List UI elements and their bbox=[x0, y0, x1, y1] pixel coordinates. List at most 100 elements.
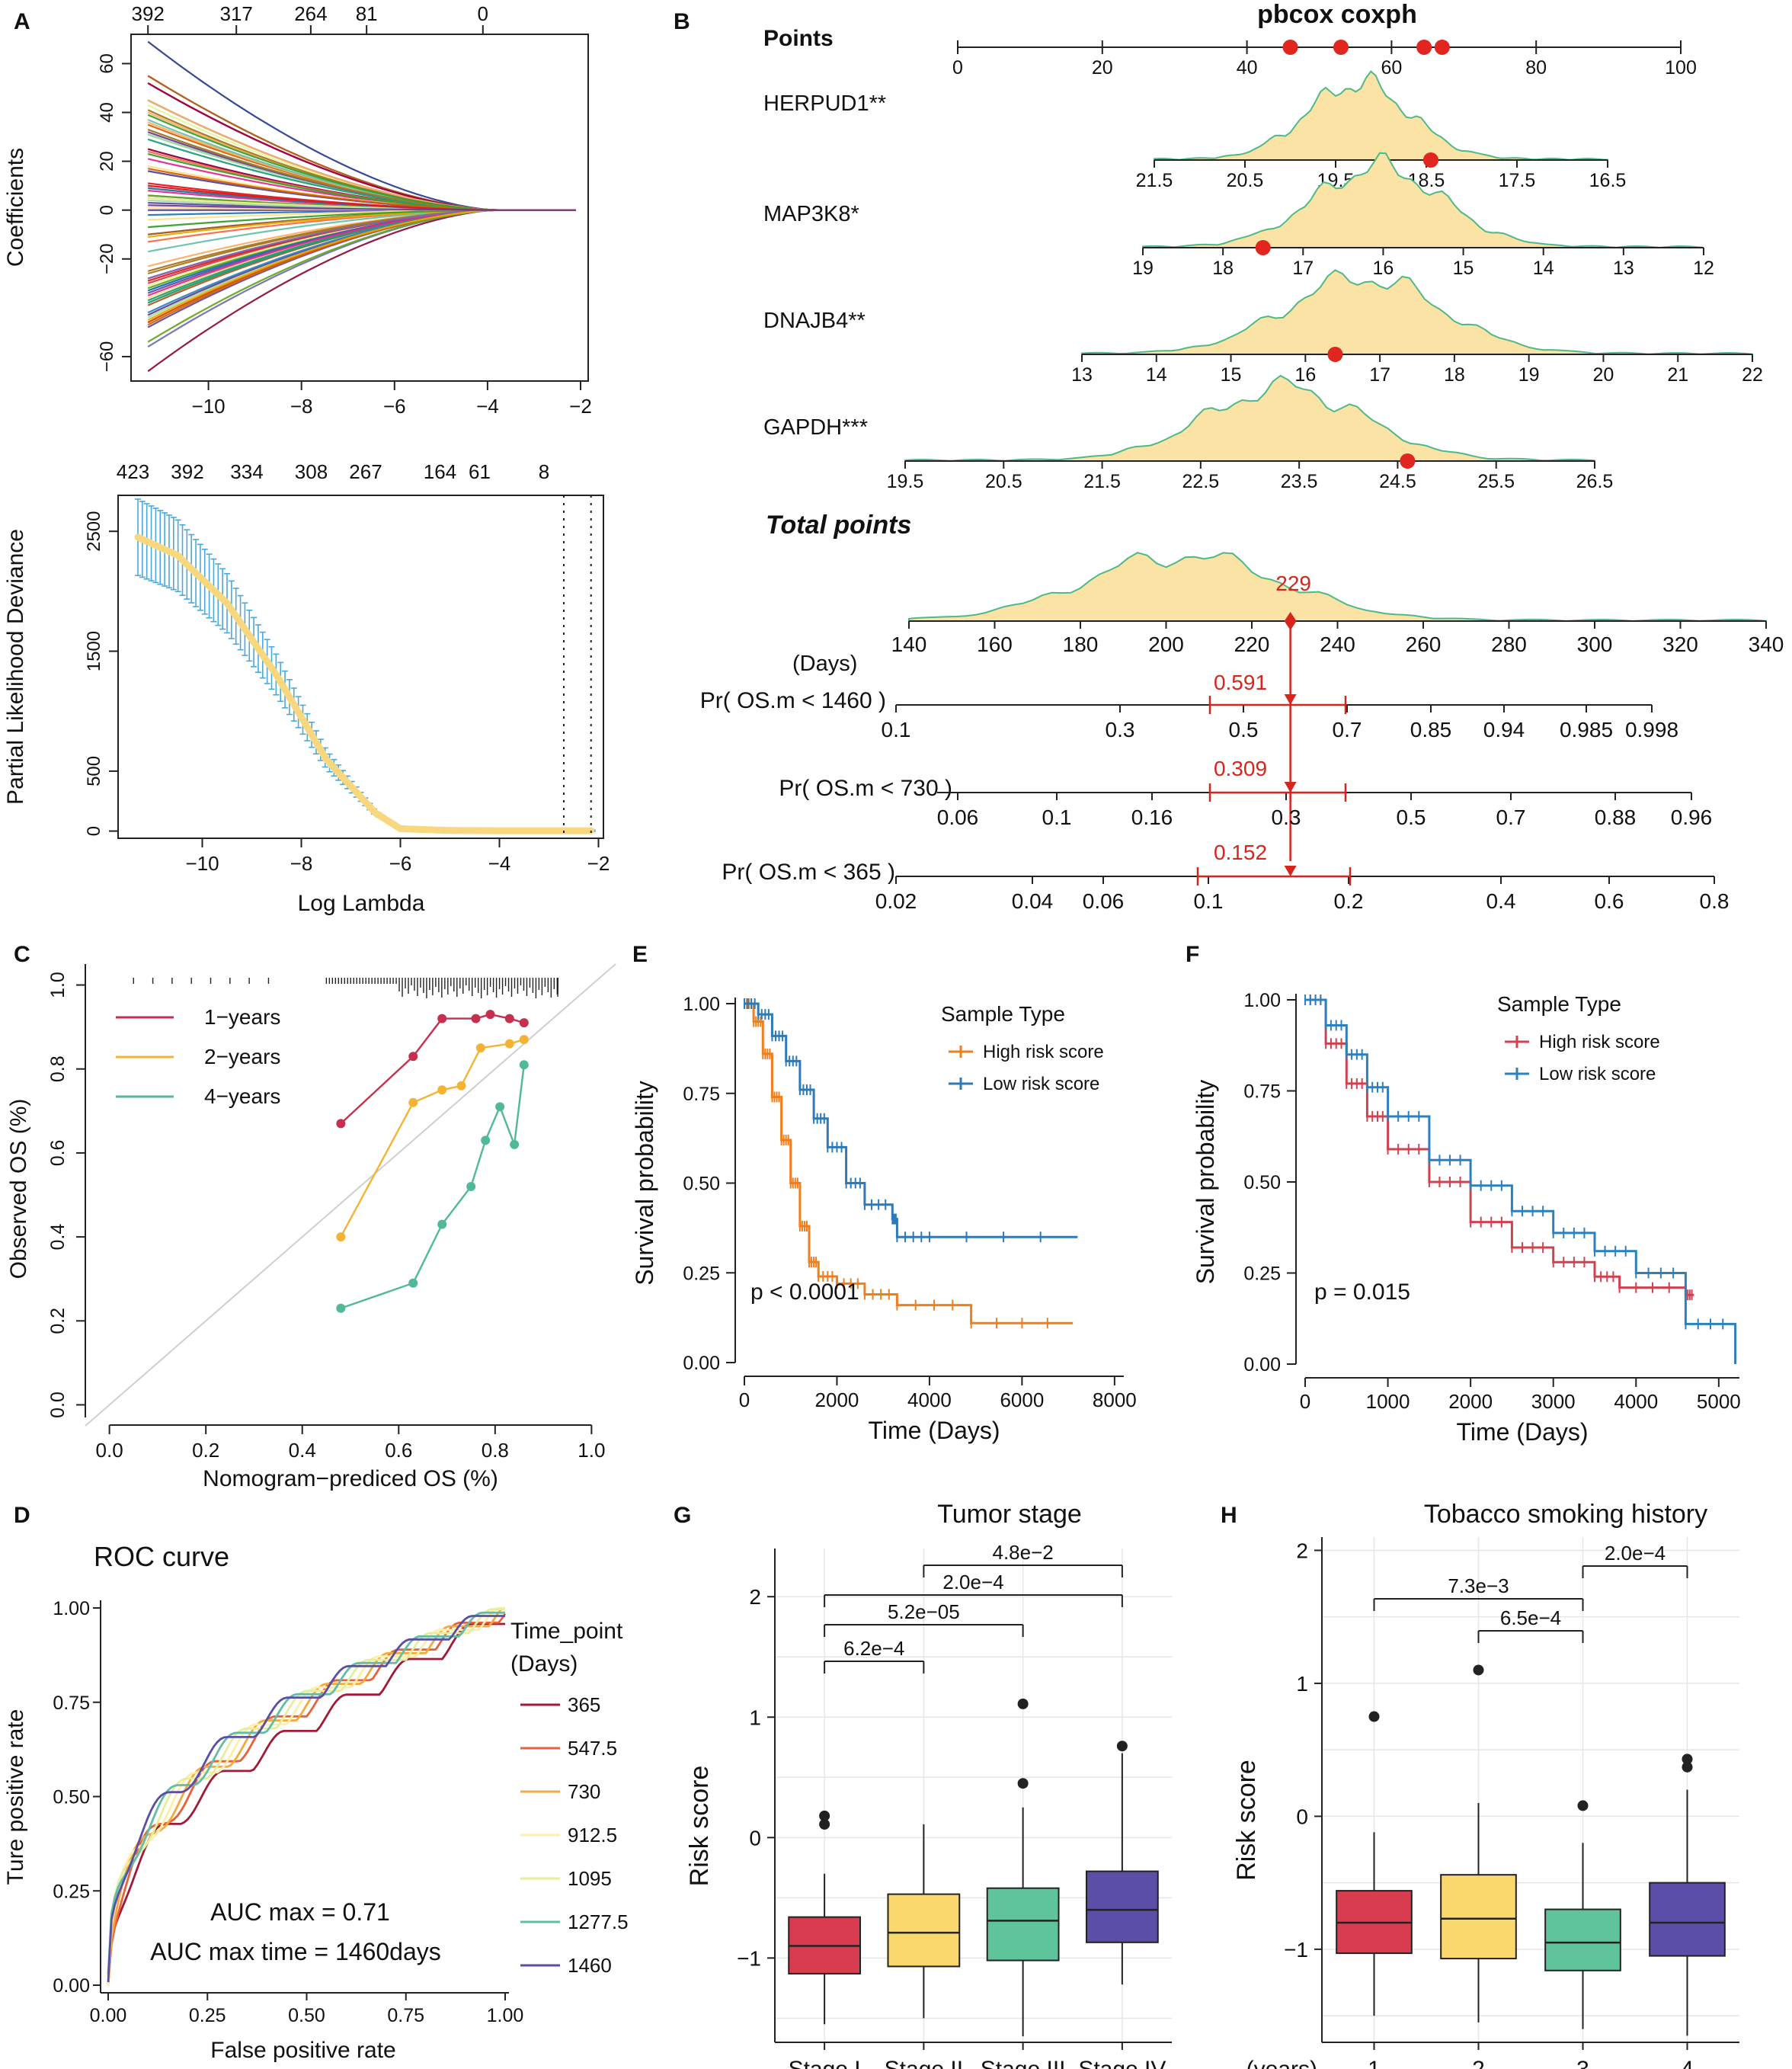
probability-tick-label: 0.88 bbox=[1595, 806, 1637, 829]
variable-marker bbox=[1327, 347, 1343, 362]
deviance-curve bbox=[134, 533, 595, 834]
calibration-point bbox=[485, 1010, 495, 1020]
y-tick-label: 0 bbox=[1296, 1805, 1308, 1828]
legend-label: 1460 bbox=[568, 1954, 612, 1977]
legend-title: (Days) bbox=[510, 1651, 578, 1677]
x-tick-label: −6 bbox=[389, 852, 412, 875]
y-tick-label: 0 bbox=[97, 205, 117, 215]
legend-label: Low risk score bbox=[983, 1074, 1099, 1094]
variable-tick-label: 19 bbox=[1132, 258, 1154, 279]
legend-label: 547.5 bbox=[568, 1737, 617, 1760]
x-axis-prefix: (years) bbox=[1246, 2057, 1317, 2069]
legend-label: 1095 bbox=[568, 1867, 612, 1890]
y-axis-label: Ture positive rate bbox=[3, 1709, 28, 1885]
variable-label: MAP3K8* bbox=[763, 202, 859, 226]
probability-arrow bbox=[1284, 866, 1297, 876]
total-tick-label: 220 bbox=[1234, 633, 1270, 656]
calibration-point bbox=[504, 1014, 514, 1023]
variable-tick-label: 19.5 bbox=[887, 471, 924, 492]
x-tick-label: 2000 bbox=[815, 1388, 859, 1411]
calibration-point bbox=[519, 1060, 529, 1070]
probability-tick-label: 0.2 bbox=[1334, 889, 1364, 913]
x-tick-label: −8 bbox=[290, 852, 313, 875]
legend-label: 1−years bbox=[204, 1005, 280, 1029]
points-label: Points bbox=[763, 26, 834, 51]
y-tick-label: 0.25 bbox=[53, 1881, 90, 1902]
x-tick-label: Stage I bbox=[789, 2057, 861, 2069]
probability-tick-label: 0.1 bbox=[882, 718, 911, 741]
legend-title: Time_point bbox=[510, 1619, 623, 1644]
top-tick-label: 0 bbox=[478, 2, 488, 25]
y-axis-label: Risk score bbox=[685, 1766, 714, 1887]
chart-A2-deviance: −10 −8 −6 −4 −2 0 500 1500 2500 Log Lambda Partial… bbox=[3, 460, 610, 916]
x-tick-label: Stage IV bbox=[1078, 2057, 1166, 2069]
calibration-point bbox=[336, 1303, 346, 1313]
outlier-point bbox=[1577, 1800, 1589, 1811]
y-tick-label: 0.8 bbox=[47, 1055, 69, 1082]
variable-tick-label: 25.5 bbox=[1477, 471, 1515, 492]
panel-label-H: H bbox=[1221, 1503, 1237, 1528]
x-tick-label: 0.0 bbox=[96, 1439, 123, 1462]
panel-label-A: A bbox=[14, 9, 30, 34]
probability-tick-label: 0.4 bbox=[1486, 889, 1516, 913]
y-tick-label: −1 bbox=[1284, 1938, 1308, 1962]
variable-tick-label: 16.5 bbox=[1589, 170, 1627, 191]
p-value-annotation: p < 0.0001 bbox=[750, 1280, 859, 1305]
coefficient-path bbox=[148, 204, 576, 211]
y-tick-label: 1.00 bbox=[683, 994, 720, 1015]
y-tick-label: 1 bbox=[749, 1705, 761, 1729]
probability-tick-label: 0.998 bbox=[1625, 718, 1678, 741]
variable-tick-label: 15 bbox=[1453, 258, 1474, 279]
bracket-label: 6.2e−4 bbox=[843, 1637, 904, 1660]
calibration-point bbox=[437, 1014, 447, 1023]
total-tick-label: 340 bbox=[1749, 633, 1784, 656]
probability-tick-label: 0.985 bbox=[1560, 718, 1613, 741]
points-marker bbox=[1416, 40, 1432, 55]
x-tick-label: 0.6 bbox=[385, 1439, 412, 1462]
y-tick-label: 0.0 bbox=[47, 1392, 69, 1418]
bracket-label: 7.3e−3 bbox=[1448, 1574, 1509, 1597]
top-tick-label: 308 bbox=[295, 460, 328, 483]
panel-label-C: C bbox=[14, 942, 30, 967]
points-marker bbox=[1333, 40, 1349, 55]
variable-tick-label: 14 bbox=[1146, 364, 1167, 386]
top-tick-label: 334 bbox=[230, 460, 263, 483]
points-tick-label: 100 bbox=[1665, 57, 1697, 78]
calibration-line bbox=[340, 1065, 525, 1309]
calibration-point bbox=[510, 1139, 520, 1149]
chart-F-survival: 0 1000 2000 3000 4000 5000 0.00 0.25 0.50 0.75 1.0… bbox=[1192, 990, 1741, 1446]
variable-marker bbox=[1422, 152, 1438, 168]
total-tick-label: 260 bbox=[1406, 633, 1442, 656]
x-tick-label: 5000 bbox=[1697, 1390, 1741, 1413]
box-title: Tobacco smoking history bbox=[1424, 1500, 1707, 1529]
x-tick-label: 0 bbox=[739, 1388, 750, 1411]
bracket-label: 2.0e−4 bbox=[942, 1571, 1003, 1593]
y-tick-label: 0.4 bbox=[47, 1224, 69, 1251]
panel-label-D: D bbox=[14, 1503, 30, 1528]
y-tick-label: −20 bbox=[97, 243, 117, 274]
chart-C-calibration: 0.0 0.2 0.4 0.6 0.8 1.0 0.0 0.2 0.4 0.6 0.8 1.0 Nomo… bbox=[6, 963, 616, 1491]
probability-tick-label: 0.5 bbox=[1229, 718, 1259, 741]
variable-tick-label: 16 bbox=[1294, 364, 1316, 386]
total-tick-label: 300 bbox=[1577, 633, 1613, 656]
probability-arrow bbox=[1284, 782, 1297, 793]
points-tick-label: 40 bbox=[1237, 57, 1258, 78]
legend-label: 365 bbox=[568, 1693, 600, 1716]
probability-tick-label: 0.7 bbox=[1496, 806, 1526, 829]
x-tick-label: 0.4 bbox=[289, 1439, 316, 1462]
box-title: Tumor stage bbox=[937, 1500, 1082, 1529]
x-tick-label: −4 bbox=[488, 852, 511, 875]
probability-arrow bbox=[1284, 694, 1297, 705]
box bbox=[1085, 1870, 1159, 1943]
variable-label: GAPDH*** bbox=[763, 415, 868, 440]
y-tick-label: 0.6 bbox=[47, 1140, 69, 1167]
calibration-point bbox=[471, 1014, 481, 1023]
probability-value-label: 0.309 bbox=[1214, 757, 1267, 780]
calibration-line bbox=[340, 1039, 525, 1238]
y-axis-label: Partial Likelihood Deviance bbox=[3, 529, 28, 805]
top-tick-label: 392 bbox=[132, 2, 165, 25]
bracket-label: 2.0e−4 bbox=[1605, 1542, 1666, 1565]
calibration-point bbox=[519, 1035, 529, 1045]
plot-area bbox=[1322, 1537, 1739, 2042]
